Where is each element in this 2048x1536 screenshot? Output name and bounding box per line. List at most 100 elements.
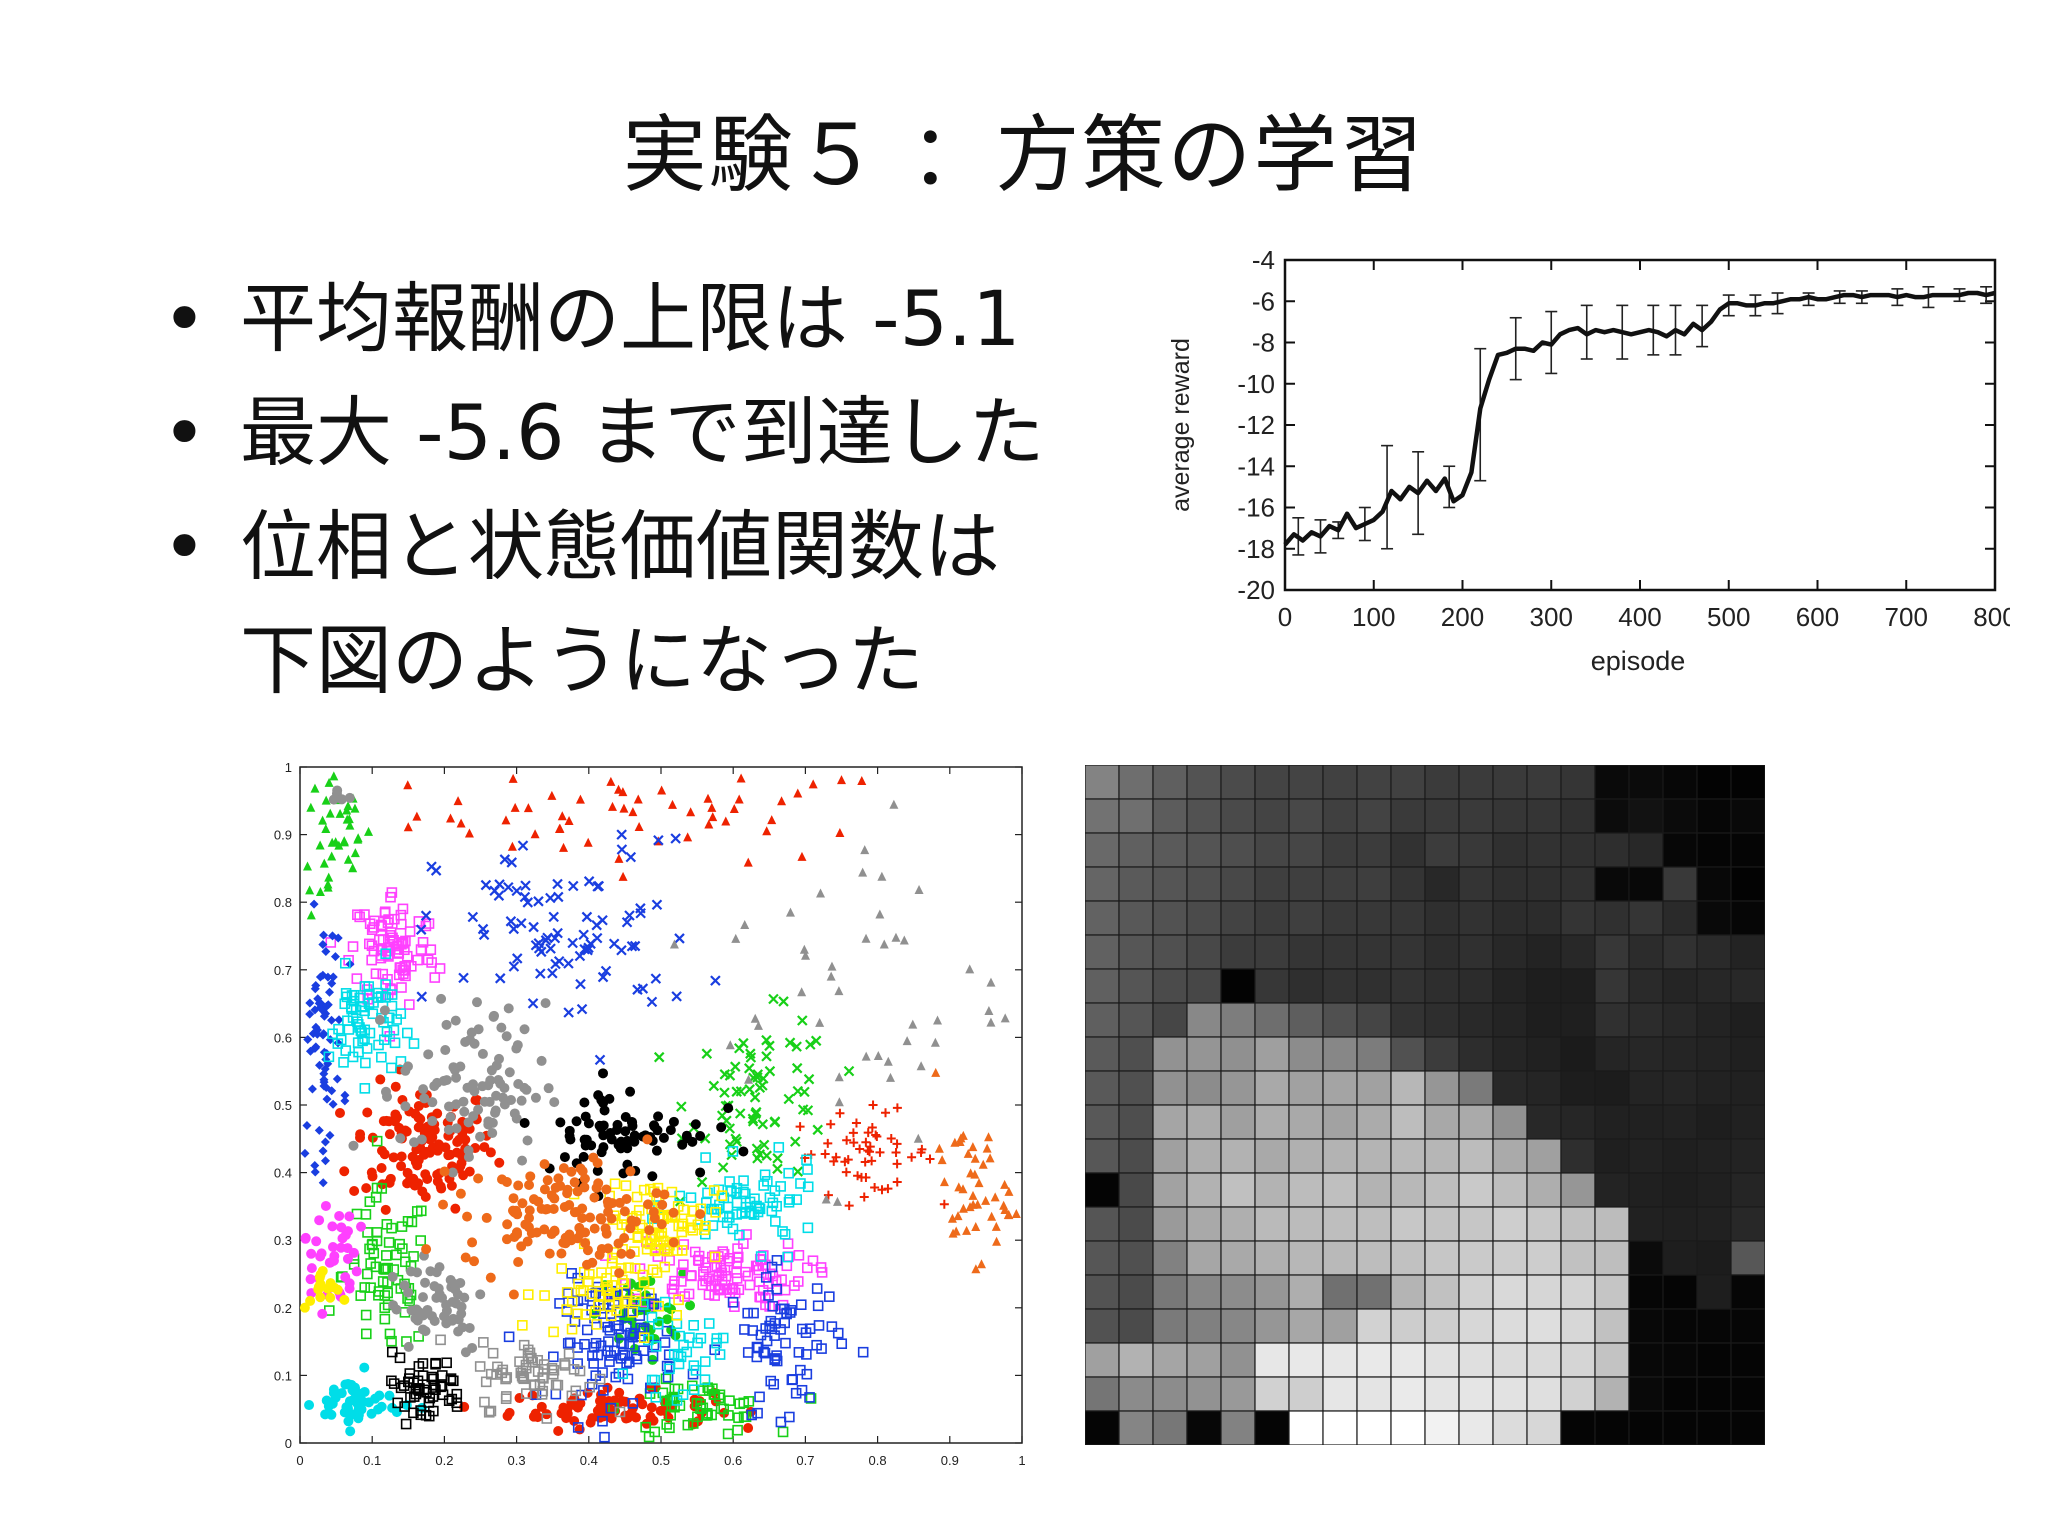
scatter-point <box>872 1131 882 1141</box>
line-chart-error-bars <box>1292 286 1993 556</box>
heatmap-cell <box>1390 832 1426 868</box>
x-tick-label: 0.5 <box>652 1453 670 1468</box>
heatmap-cell <box>1085 934 1120 970</box>
scatter-point <box>746 1409 757 1421</box>
scatter-point <box>584 1381 595 1393</box>
scatter-point <box>320 1137 330 1147</box>
scatter-point <box>581 1324 593 1336</box>
heatmap-cell <box>1628 832 1664 868</box>
heatmap-cell <box>1696 1342 1732 1378</box>
scatter-point <box>391 1014 402 1025</box>
scatter-point <box>535 968 546 979</box>
scatter-point <box>359 1033 370 1044</box>
heatmap-cell <box>1118 1376 1154 1412</box>
heatmap-cell <box>1560 765 1596 800</box>
heatmap-cell <box>1526 1070 1562 1106</box>
heatmap-cell <box>1356 934 1392 970</box>
scatter-point <box>750 1013 760 1023</box>
heatmap-cell <box>1730 934 1765 970</box>
scatter-point <box>832 1196 842 1206</box>
heatmap-cell <box>1118 1172 1154 1208</box>
heatmap-cell <box>1696 866 1732 902</box>
heatmap-cell <box>1526 900 1562 936</box>
scatter-point <box>793 1250 805 1261</box>
scatter-point <box>423 1397 435 1408</box>
scatter-point <box>312 1025 322 1035</box>
scatter-point <box>384 1328 396 1340</box>
scatter-point <box>765 1375 777 1387</box>
scatter-point <box>883 1184 893 1194</box>
scatter-point <box>721 1284 733 1296</box>
scatter-point <box>760 1323 771 1334</box>
scatter-point <box>826 1119 836 1129</box>
heatmap-cell <box>1458 934 1494 970</box>
scatter-point <box>625 1248 636 1259</box>
scatter-point <box>614 1406 626 1418</box>
heatmap-cell <box>1390 1410 1426 1445</box>
heatmap-cell <box>1730 1240 1765 1276</box>
scatter-point <box>311 1236 322 1247</box>
heatmap-cell <box>1458 1172 1494 1208</box>
scatter-point <box>647 1264 659 1276</box>
heatmap-cell <box>1186 1274 1222 1310</box>
scatter-point <box>335 808 345 818</box>
heatmap-cell <box>1560 934 1596 970</box>
scatter-point <box>328 1099 338 1109</box>
scatter-point <box>523 803 533 813</box>
scatter-point <box>380 979 391 990</box>
heatmap-cell <box>1220 765 1256 800</box>
scatter-point <box>608 801 618 811</box>
heatmap-cell <box>1220 1240 1256 1276</box>
scatter-point <box>761 1150 772 1161</box>
scatter-point <box>460 1134 471 1145</box>
x-tick-label: 500 <box>1707 602 1750 632</box>
heatmap-cell <box>1424 900 1460 936</box>
scatter-point <box>386 1062 397 1074</box>
scatter-point <box>727 1146 739 1157</box>
heatmap-cell <box>1254 798 1290 834</box>
heatmap-cell <box>1118 765 1154 800</box>
scatter-point <box>982 1143 992 1153</box>
scatter-point <box>855 1144 865 1154</box>
y-tick-label: 0.7 <box>274 963 292 978</box>
heatmap-cell <box>1424 1206 1460 1242</box>
heatmap-cell <box>1356 968 1392 1004</box>
scatter-point <box>740 919 750 929</box>
heatmap-cell <box>1085 1070 1120 1106</box>
y-tick-label: -14 <box>1237 451 1275 481</box>
scatter-point <box>843 1065 855 1077</box>
scatter-point <box>797 987 807 997</box>
scatter-point <box>526 1228 537 1239</box>
scatter-point <box>575 1284 587 1296</box>
scatter-point <box>734 794 744 804</box>
scatter-point <box>390 1081 401 1092</box>
heatmap-cell <box>1662 1410 1698 1445</box>
scatter-point <box>325 1292 336 1303</box>
heatmap-cell <box>1730 1308 1765 1344</box>
scatter-point <box>860 845 870 855</box>
slide-title: 実験５ ：方策の学習 <box>622 106 1426 204</box>
scatter-point <box>630 1289 642 1301</box>
scatter-point <box>307 1084 317 1094</box>
heatmap-cell <box>1526 1036 1562 1072</box>
scatter-point <box>653 1051 665 1063</box>
heatmap-cell <box>1458 1342 1494 1378</box>
scatter-point <box>419 1093 430 1104</box>
scatter-point <box>429 972 441 983</box>
scatter-point <box>699 1356 711 1367</box>
scatter-point <box>696 1176 708 1188</box>
heatmap-cell <box>1322 1036 1358 1072</box>
heatmap-cell <box>1662 934 1698 970</box>
scatter-point <box>397 903 409 915</box>
scatter-point <box>338 1057 349 1068</box>
scatter-point <box>451 1401 463 1412</box>
x-tick-label: 0.7 <box>796 1453 814 1468</box>
scatter-point <box>620 1180 632 1191</box>
heatmap-cell <box>1424 1002 1460 1038</box>
scatter-point <box>962 1225 972 1235</box>
scatter-point <box>494 879 505 890</box>
scatter-point <box>559 842 569 852</box>
scatter-point <box>417 1292 428 1303</box>
scatter-point <box>591 1319 603 1330</box>
scatter-point <box>716 1122 727 1133</box>
